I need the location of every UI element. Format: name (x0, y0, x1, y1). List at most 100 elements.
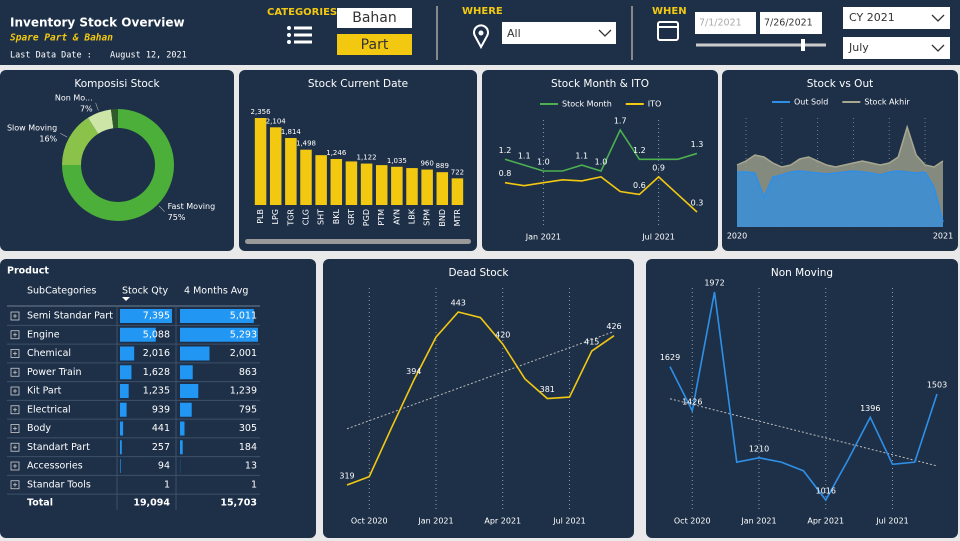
data-bar (180, 365, 193, 380)
slice-label: Slow Moving (7, 124, 57, 133)
x-tick-label: GRT (347, 209, 356, 225)
x-tick-label: AYN (392, 209, 401, 225)
cell-value: 939 (152, 404, 170, 415)
data-label: 381 (540, 385, 555, 394)
series-line (504, 128, 698, 172)
x-tick-label: Jan 2021 (740, 517, 776, 526)
x-tick-label: Oct 2020 (674, 517, 711, 526)
year-value[interactable]: CY 2021 (849, 11, 895, 24)
cell-value: 863 (239, 367, 257, 378)
leader-line (60, 132, 68, 138)
location-icon-dot (478, 30, 484, 36)
area-fill (737, 171, 943, 227)
x-tick-label: 2020 (727, 232, 747, 241)
data-bar (120, 402, 127, 417)
month-value[interactable]: July (848, 41, 869, 54)
expand-icon-plus (13, 370, 17, 375)
where-value[interactable]: All (507, 27, 521, 40)
row-label: Semi Standar Part (27, 311, 113, 322)
cell-value: 5,011 (230, 311, 257, 322)
date-from[interactable]: 7/1/2021 (699, 18, 742, 29)
leader-line (158, 205, 165, 212)
x-tick-label: PGD (362, 209, 371, 226)
expand-icon (10, 480, 20, 490)
data-label: 394 (406, 367, 421, 376)
data-label: 1210 (749, 444, 769, 453)
date-from-box[interactable] (695, 12, 756, 34)
sort-arrow (122, 297, 130, 301)
data-label: 1.1 (518, 152, 531, 161)
data-bar (120, 365, 132, 380)
data-label: 1972 (704, 279, 724, 288)
data-label: 889 (436, 162, 449, 170)
data-label: 1396 (860, 404, 880, 413)
x-tick-label: BKL (332, 208, 341, 224)
row-label: Engine (27, 329, 60, 340)
chart-title: Stock vs Out (807, 78, 873, 90)
series-line (346, 311, 615, 486)
data-bar (120, 384, 129, 398)
data-label: 0.9 (652, 163, 665, 172)
bar (285, 138, 297, 205)
x-tick-label: PTM (377, 209, 386, 226)
series-line (737, 170, 944, 223)
bar (345, 161, 358, 205)
dropdown-chevron (598, 29, 612, 37)
panel (0, 259, 316, 538)
category-button-label[interactable]: Bahan (352, 10, 397, 26)
year-dropdown[interactable] (843, 7, 950, 29)
scrollbar (245, 239, 471, 244)
data-label: 2,356 (251, 108, 272, 116)
row-label: Kit Part (27, 386, 62, 397)
row-label: Accessories (27, 461, 83, 472)
dropdown-chevron (931, 44, 945, 52)
category-button-label[interactable]: Part (361, 37, 389, 53)
row-label: Chemical (27, 348, 71, 359)
legend-label: Stock Month (562, 100, 612, 109)
x-tick-label: LPG (271, 209, 280, 224)
data-label: 415 (584, 338, 599, 347)
expand-icon (10, 367, 20, 377)
total-label: Total (27, 498, 53, 509)
slice-label: Non Mo... (55, 93, 93, 102)
category-button-selected[interactable] (337, 34, 412, 55)
x-tick-label: Jul 2021 (641, 233, 675, 242)
cell-value: 1,628 (143, 367, 170, 378)
legend-label: ITO (648, 100, 662, 109)
category-button[interactable] (337, 8, 412, 28)
cell-value: 2,001 (230, 348, 257, 359)
data-label: 1016 (816, 487, 836, 496)
expand-icon (10, 349, 20, 358)
x-tick-label: SPM (423, 209, 432, 226)
panel (239, 70, 477, 251)
pie-slice (110, 109, 118, 129)
legend-label: Stock Akhir (864, 98, 910, 107)
data-bar (120, 327, 156, 342)
cell-value: 13 (245, 461, 257, 472)
cell-value: 1 (251, 479, 257, 490)
data-label: 0.8 (499, 169, 512, 178)
data-label: 443 (451, 299, 466, 308)
panel (0, 70, 234, 251)
data-bar (180, 440, 183, 455)
data-label: 420 (495, 331, 510, 340)
data-label: 1,122 (357, 154, 377, 162)
month-dropdown[interactable] (843, 37, 950, 59)
cell-value: 7,395 (143, 311, 170, 322)
pie-slice (87, 109, 114, 134)
date-to[interactable]: 7/26/2021 (764, 18, 813, 29)
legend-label: Out Sold (794, 98, 828, 107)
x-tick-label: 2021 (933, 232, 953, 241)
data-label: 1.3 (691, 140, 704, 149)
slice-value: 16% (39, 135, 57, 144)
chart-title: Stock Current Date (308, 78, 408, 90)
x-tick-label: LBK (408, 208, 417, 224)
trend-line (346, 331, 615, 430)
bar (451, 178, 464, 205)
data-label: 1.7 (614, 117, 627, 126)
x-tick-label: BND (438, 209, 447, 227)
date-slider-handle[interactable] (801, 39, 805, 51)
where-dropdown[interactable] (502, 22, 616, 44)
date-to-box[interactable] (760, 12, 822, 34)
expand-icon-plus (13, 426, 17, 431)
